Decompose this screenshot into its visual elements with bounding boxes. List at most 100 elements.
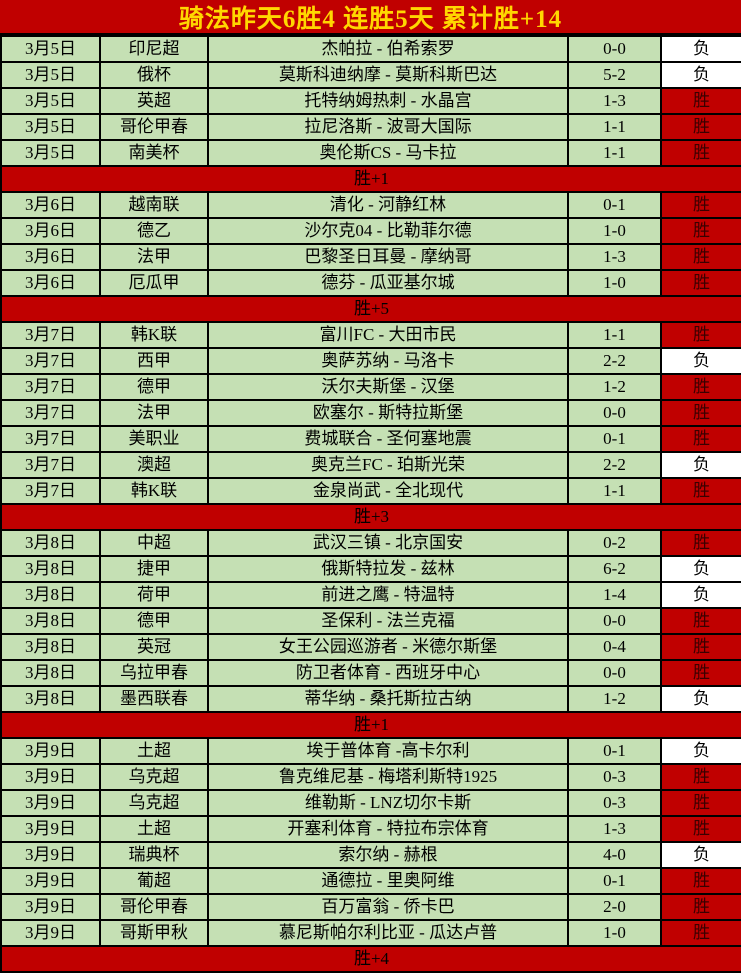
daily-summary-label: 胜+1 [0, 165, 741, 193]
league-cell: 德甲 [99, 607, 209, 635]
match-cell: 索尔纳 - 赫根 [207, 841, 569, 869]
score-cell: 1-0 [567, 919, 662, 947]
match-cell: 慕尼斯帕尔利比亚 - 瓜达卢普 [207, 919, 569, 947]
score-cell: 1-3 [567, 87, 662, 115]
daily-summary-row: 胜+5 [0, 295, 741, 323]
daily-summary-label: 胜+3 [0, 503, 741, 531]
table-row: 3月5日 南美杯 奥伦斯CS - 马卡拉 1-1 胜 [0, 139, 741, 167]
date-cell: 3月8日 [0, 685, 101, 713]
table-row: 3月8日 荷甲 前进之鹰 - 特温特 1-4 负 [0, 581, 741, 609]
result-cell: 负 [660, 61, 741, 89]
result-cell: 负 [660, 347, 741, 375]
match-cell: 杰帕拉 - 伯希索罗 [207, 35, 569, 63]
score-cell: 0-0 [567, 399, 662, 427]
page-title: 骑法昨天6胜4 连胜5天 累计胜+14 [178, 5, 563, 33]
result-cell: 胜 [660, 321, 741, 349]
league-cell: 土超 [99, 815, 209, 843]
table-row: 3月7日 美职业 费城联合 - 圣何塞地震 0-1 胜 [0, 425, 741, 453]
league-cell: 乌克超 [99, 763, 209, 791]
date-cell: 3月6日 [0, 217, 101, 245]
score-cell: 1-2 [567, 373, 662, 401]
match-cell: 清化 - 河静红林 [207, 191, 569, 219]
league-cell: 葡超 [99, 867, 209, 895]
match-cell: 托特纳姆热刺 - 水晶宫 [207, 87, 569, 115]
result-cell: 胜 [660, 113, 741, 141]
table-row: 3月5日 英超 托特纳姆热刺 - 水晶宫 1-3 胜 [0, 87, 741, 115]
table-row: 3月8日 英冠 女王公园巡游者 - 米德尔斯堡 0-4 胜 [0, 633, 741, 661]
score-cell: 4-0 [567, 841, 662, 869]
date-cell: 3月5日 [0, 35, 101, 63]
date-cell: 3月9日 [0, 737, 101, 765]
result-cell: 胜 [660, 269, 741, 297]
match-cell: 奥克兰FC - 珀斯光荣 [207, 451, 569, 479]
league-cell: 美职业 [99, 425, 209, 453]
daily-summary-label: 胜+1 [0, 711, 741, 739]
result-cell: 负 [660, 737, 741, 765]
result-cell: 胜 [660, 815, 741, 843]
table-row: 3月7日 澳超 奥克兰FC - 珀斯光荣 2-2 负 [0, 451, 741, 479]
table-row: 3月8日 中超 武汉三镇 - 北京国安 0-2 胜 [0, 529, 741, 557]
date-cell: 3月8日 [0, 581, 101, 609]
table-row: 3月9日 乌克超 维勒斯 - LNZ切尔卡斯 0-3 胜 [0, 789, 741, 817]
score-cell: 0-1 [567, 737, 662, 765]
date-cell: 3月7日 [0, 347, 101, 375]
league-cell: 墨西联春 [99, 685, 209, 713]
match-cell: 女王公园巡游者 - 米德尔斯堡 [207, 633, 569, 661]
date-cell: 3月8日 [0, 555, 101, 583]
date-cell: 3月8日 [0, 529, 101, 557]
result-cell: 负 [660, 35, 741, 63]
result-cell: 负 [660, 451, 741, 479]
table-row: 3月7日 西甲 奥萨苏纳 - 马洛卡 2-2 负 [0, 347, 741, 375]
table-row: 3月9日 土超 埃于普体育 -高卡尔利 0-1 负 [0, 737, 741, 765]
date-cell: 3月6日 [0, 191, 101, 219]
table-row: 3月6日 厄瓜甲 德芬 - 瓜亚基尔城 1-0 胜 [0, 269, 741, 297]
score-cell: 0-0 [567, 659, 662, 687]
league-cell: 德乙 [99, 217, 209, 245]
league-cell: 澳超 [99, 451, 209, 479]
result-cell: 胜 [660, 789, 741, 817]
date-cell: 3月5日 [0, 87, 101, 115]
league-cell: 法甲 [99, 243, 209, 271]
table-row: 3月5日 哥伦甲春 拉尼洛斯 - 波哥大国际 1-1 胜 [0, 113, 741, 141]
score-cell: 1-1 [567, 113, 662, 141]
table-row: 3月6日 越南联 清化 - 河静红林 0-1 胜 [0, 191, 741, 219]
league-cell: 南美杯 [99, 139, 209, 167]
score-cell: 1-0 [567, 269, 662, 297]
table-row: 3月6日 法甲 巴黎圣日耳曼 - 摩纳哥 1-3 胜 [0, 243, 741, 271]
daily-summary-row: 胜+1 [0, 165, 741, 193]
date-cell: 3月7日 [0, 321, 101, 349]
table-row: 3月8日 德甲 圣保利 - 法兰克福 0-0 胜 [0, 607, 741, 635]
score-cell: 1-3 [567, 815, 662, 843]
date-cell: 3月7日 [0, 373, 101, 401]
date-cell: 3月9日 [0, 841, 101, 869]
daily-summary-row: 胜+4 [0, 945, 741, 973]
league-cell: 德甲 [99, 373, 209, 401]
match-cell: 沙尔克04 - 比勒菲尔德 [207, 217, 569, 245]
league-cell: 法甲 [99, 399, 209, 427]
result-cell: 胜 [660, 659, 741, 687]
match-cell: 开塞利体育 - 特拉布宗体育 [207, 815, 569, 843]
result-cell: 胜 [660, 373, 741, 401]
result-cell: 负 [660, 841, 741, 869]
match-cell: 埃于普体育 -高卡尔利 [207, 737, 569, 765]
league-cell: 土超 [99, 737, 209, 765]
match-cell: 德芬 - 瓜亚基尔城 [207, 269, 569, 297]
score-cell: 2-0 [567, 893, 662, 921]
league-cell: 韩K联 [99, 477, 209, 505]
league-cell: 捷甲 [99, 555, 209, 583]
date-cell: 3月6日 [0, 269, 101, 297]
match-cell: 通德拉 - 里奥阿维 [207, 867, 569, 895]
date-cell: 3月9日 [0, 763, 101, 791]
result-cell: 胜 [660, 893, 741, 921]
match-cell: 费城联合 - 圣何塞地震 [207, 425, 569, 453]
score-cell: 1-4 [567, 581, 662, 609]
league-cell: 哥斯甲秋 [99, 919, 209, 947]
league-cell: 哥伦甲春 [99, 893, 209, 921]
result-cell: 胜 [660, 477, 741, 505]
result-cell: 胜 [660, 217, 741, 245]
date-cell: 3月8日 [0, 659, 101, 687]
score-cell: 2-2 [567, 347, 662, 375]
match-cell: 维勒斯 - LNZ切尔卡斯 [207, 789, 569, 817]
daily-summary-row: 胜+3 [0, 503, 741, 531]
